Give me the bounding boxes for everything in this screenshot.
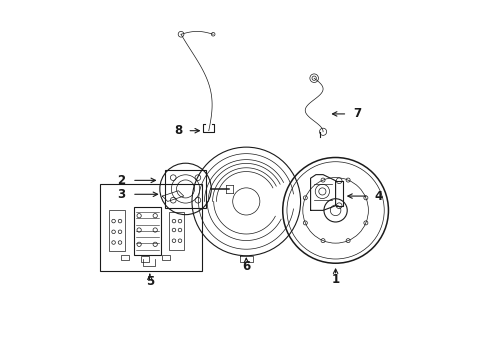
Text: 6: 6 [242, 260, 250, 273]
Text: 5: 5 [145, 275, 154, 288]
Text: 1: 1 [331, 273, 339, 286]
Text: 3: 3 [117, 188, 125, 201]
Bar [169, 212, 184, 249]
Bar [134, 207, 160, 255]
Bar [100, 184, 201, 271]
Text: 2: 2 [117, 174, 125, 187]
Bar [141, 256, 148, 262]
Bar [162, 255, 170, 260]
Bar [164, 170, 205, 208]
Text: 7: 7 [352, 107, 360, 120]
Text: 4: 4 [374, 190, 382, 203]
Text: 8: 8 [174, 124, 182, 137]
Bar [108, 210, 124, 251]
Bar [121, 255, 129, 260]
